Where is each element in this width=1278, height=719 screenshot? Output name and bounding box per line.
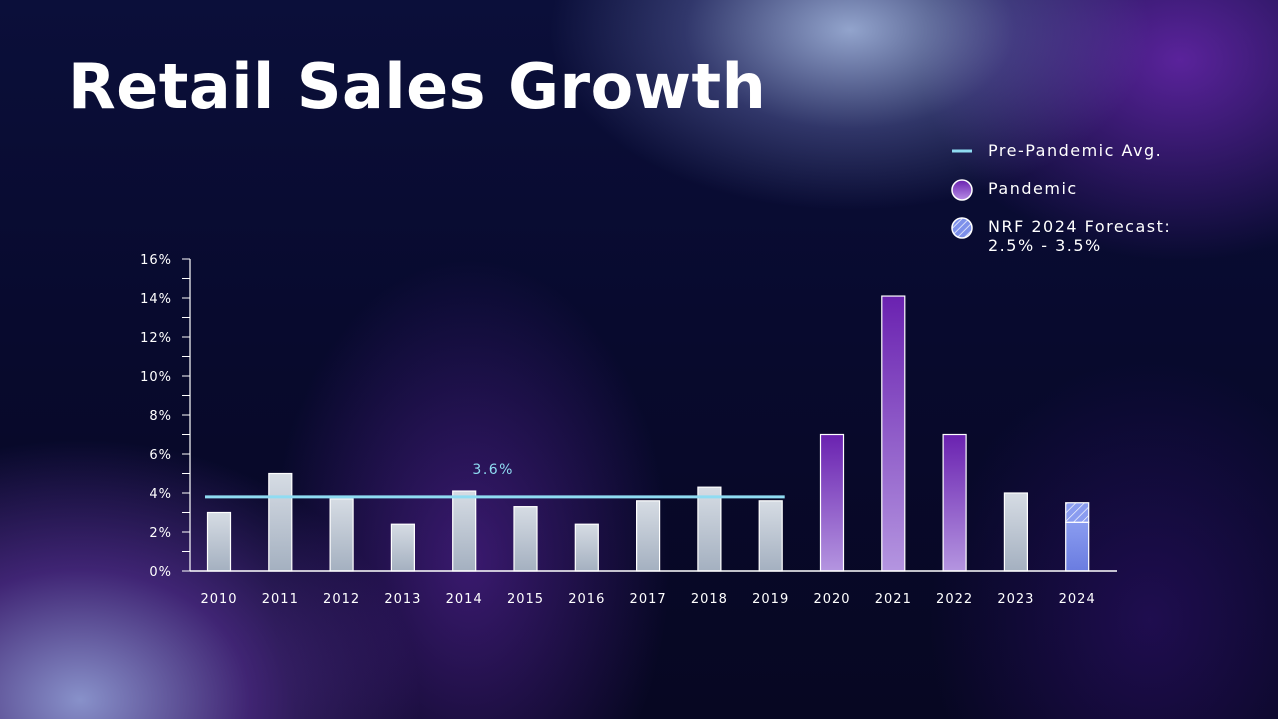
y-tick-label: 4% [149, 487, 172, 502]
bar-2019 [758, 500, 783, 572]
legend-label: Pre-Pandemic Avg. [988, 141, 1163, 160]
y-tick-label: 8% [149, 409, 172, 424]
legend-label: Pandemic [988, 179, 1078, 198]
bar-2010 [206, 511, 232, 572]
hatched-circle-icon [951, 217, 973, 239]
bar-2013 [390, 523, 415, 572]
x-tick-label: 2012 [323, 592, 360, 607]
y-tick-label: 0% [149, 565, 172, 580]
x-tick-label: 2021 [875, 592, 912, 607]
y-tick-label: 12% [140, 331, 172, 346]
purple-circle-icon [951, 179, 973, 201]
x-tick-label: 2010 [200, 592, 237, 607]
legend-item-forecast: NRF 2024 Forecast: 2.5% - 3.5% [950, 216, 1171, 255]
x-tick-label: 2016 [568, 592, 605, 607]
x-tick-label: 2018 [691, 592, 728, 607]
x-tick-label: 2022 [936, 592, 973, 607]
x-tick-label: 2014 [446, 592, 483, 607]
x-tick-label: 2023 [997, 592, 1034, 607]
x-tick-label: 2011 [262, 592, 299, 607]
bar-2015 [513, 506, 538, 572]
x-tick-label: 2017 [630, 592, 667, 607]
forecast-bar-low [1065, 521, 1090, 572]
y-tick-label: 14% [140, 292, 172, 307]
legend-label: NRF 2024 Forecast: 2.5% - 3.5% [988, 217, 1172, 255]
average-value-label: 3.6% [472, 462, 514, 478]
bar-2012 [329, 498, 354, 572]
legend-item-pre-pandemic: Pre-Pandemic Avg. [950, 140, 1171, 164]
bar-2017 [635, 500, 661, 572]
bar-2016 [574, 523, 599, 572]
x-tick-label: 2019 [752, 592, 789, 607]
x-tick-label: 2015 [507, 592, 544, 607]
bar-2014 [452, 490, 477, 572]
forecast-bar-range [1065, 502, 1090, 523]
bar-2022 [942, 433, 967, 572]
y-tick-label: 2% [149, 526, 172, 541]
legend: Pre-Pandemic Avg. Pandemic [950, 140, 1171, 269]
bar-2020 [819, 433, 845, 572]
legend-item-pandemic: Pandemic [950, 178, 1171, 202]
page-title: Retail Sales Growth [68, 50, 767, 123]
y-tick-label: 16% [140, 253, 172, 268]
x-tick-label: 2020 [813, 592, 850, 607]
y-tick-label: 10% [140, 370, 172, 385]
x-tick-label: 2024 [1059, 592, 1096, 607]
bar-2023 [1003, 492, 1029, 572]
y-tick-label: 6% [149, 448, 172, 463]
bar-2018 [697, 486, 722, 572]
bar-2011 [268, 472, 293, 572]
x-tick-label: 2013 [384, 592, 421, 607]
line-swatch-icon [952, 149, 972, 153]
bar-2021 [881, 295, 906, 572]
